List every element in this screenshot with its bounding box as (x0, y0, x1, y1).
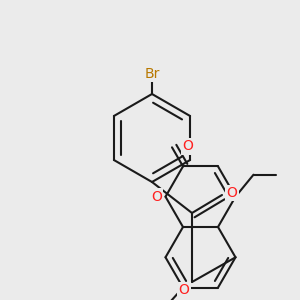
Text: Br: Br (144, 67, 160, 81)
Text: O: O (151, 190, 162, 204)
Text: O: O (178, 283, 189, 297)
Text: O: O (182, 139, 193, 153)
Text: O: O (226, 186, 237, 200)
